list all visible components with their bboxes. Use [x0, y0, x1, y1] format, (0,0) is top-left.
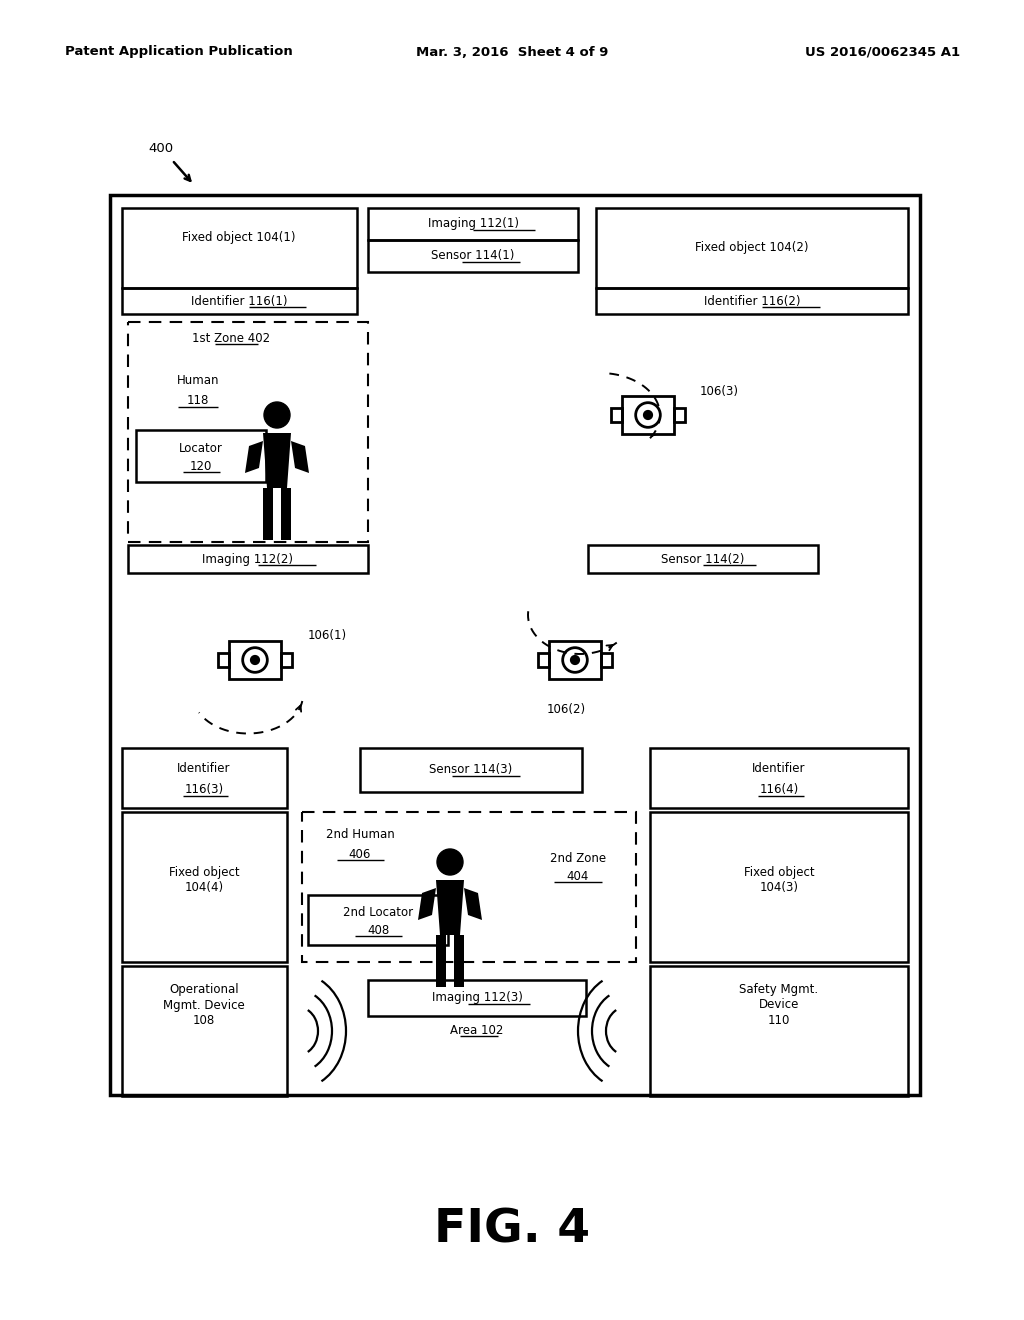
Bar [650, 812, 908, 962]
Bar [122, 209, 357, 288]
Bar [122, 288, 357, 314]
Text: Operational
Mgmt. Device
108: Operational Mgmt. Device 108 [163, 983, 245, 1027]
Text: Identifier: Identifier [177, 762, 230, 775]
Text: Fixed object
104(3): Fixed object 104(3) [743, 866, 814, 894]
Text: US 2016/0062345 A1: US 2016/0062345 A1 [805, 45, 961, 58]
Text: Human: Human [177, 374, 219, 387]
Text: Sensor 114(3): Sensor 114(3) [429, 763, 513, 776]
Bar [622, 396, 675, 434]
Text: Safety Mgmt.
Device
110: Safety Mgmt. Device 110 [739, 983, 818, 1027]
Bar [368, 979, 586, 1016]
Text: FIG. 4: FIG. 4 [434, 1208, 590, 1253]
Bar [622, 396, 675, 434]
Text: Area 102: Area 102 [451, 1023, 504, 1036]
Circle shape [644, 411, 652, 420]
Text: Imaging 112(3): Imaging 112(3) [431, 991, 522, 1005]
Text: Imaging 112(2): Imaging 112(2) [203, 553, 294, 565]
Text: 106(1): 106(1) [308, 628, 347, 642]
Text: 2nd Locator: 2nd Locator [343, 906, 413, 919]
Bar [601, 653, 612, 667]
Bar [308, 895, 449, 945]
Bar [302, 812, 636, 962]
Bar [228, 640, 282, 680]
Text: Imaging 112(1): Imaging 112(1) [427, 218, 518, 231]
Bar [588, 545, 818, 573]
Bar [601, 653, 612, 667]
Bar [549, 640, 601, 680]
Bar [538, 653, 549, 667]
Bar [110, 195, 920, 1096]
Text: 118: 118 [186, 393, 209, 407]
Circle shape [264, 403, 290, 428]
Bar [122, 748, 287, 808]
Text: Locator: Locator [179, 441, 223, 454]
Polygon shape [263, 488, 273, 540]
Text: Identifier 116(2): Identifier 116(2) [703, 294, 800, 308]
Bar [128, 545, 368, 573]
Polygon shape [436, 935, 446, 987]
Text: 2nd Human: 2nd Human [326, 829, 394, 842]
Text: Identifier: Identifier [753, 762, 806, 775]
Polygon shape [291, 441, 309, 473]
Text: 408: 408 [367, 924, 389, 936]
Circle shape [251, 656, 259, 664]
Text: Fixed object 104(1): Fixed object 104(1) [182, 231, 296, 244]
Polygon shape [263, 433, 291, 488]
Bar [218, 653, 228, 667]
Text: 120: 120 [189, 459, 212, 473]
Polygon shape [454, 935, 464, 987]
Text: 106(3): 106(3) [700, 385, 739, 399]
Bar [122, 966, 287, 1096]
Bar [136, 430, 266, 482]
Bar [360, 748, 582, 792]
Text: 406: 406 [349, 847, 371, 861]
Text: Sensor 114(2): Sensor 114(2) [662, 553, 744, 565]
Bar [596, 288, 908, 314]
Text: Patent Application Publication: Patent Application Publication [65, 45, 293, 58]
Polygon shape [464, 888, 482, 920]
Bar [368, 240, 578, 272]
Bar [650, 966, 908, 1096]
Bar [538, 653, 549, 667]
Bar [282, 653, 292, 667]
Text: 1st Zone 402: 1st Zone 402 [193, 331, 270, 345]
Bar [128, 322, 368, 543]
Bar [368, 209, 578, 240]
Bar [282, 653, 292, 667]
Text: Identifier 116(1): Identifier 116(1) [190, 294, 288, 308]
Circle shape [437, 849, 463, 875]
Bar [650, 748, 908, 808]
Polygon shape [281, 488, 291, 540]
Bar [218, 653, 228, 667]
Polygon shape [436, 880, 464, 935]
Text: 116(4): 116(4) [760, 784, 799, 796]
Text: 404: 404 [567, 870, 589, 883]
Text: Fixed object
104(4): Fixed object 104(4) [169, 866, 240, 894]
Text: Mar. 3, 2016  Sheet 4 of 9: Mar. 3, 2016 Sheet 4 of 9 [416, 45, 608, 58]
Text: Sensor 114(1): Sensor 114(1) [431, 249, 515, 263]
Polygon shape [245, 441, 263, 473]
Text: 400: 400 [148, 141, 173, 154]
Polygon shape [418, 888, 436, 920]
Bar [611, 408, 622, 422]
Circle shape [570, 656, 580, 664]
Bar [228, 640, 282, 680]
Text: 106(2): 106(2) [547, 704, 586, 717]
Bar [611, 408, 622, 422]
Bar [549, 640, 601, 680]
Bar [675, 408, 685, 422]
Bar [596, 209, 908, 288]
Text: Fixed object 104(2): Fixed object 104(2) [695, 242, 809, 255]
Text: 116(3): 116(3) [184, 784, 223, 796]
Text: 2nd Zone: 2nd Zone [550, 851, 606, 865]
Bar [675, 408, 685, 422]
Bar [122, 812, 287, 962]
